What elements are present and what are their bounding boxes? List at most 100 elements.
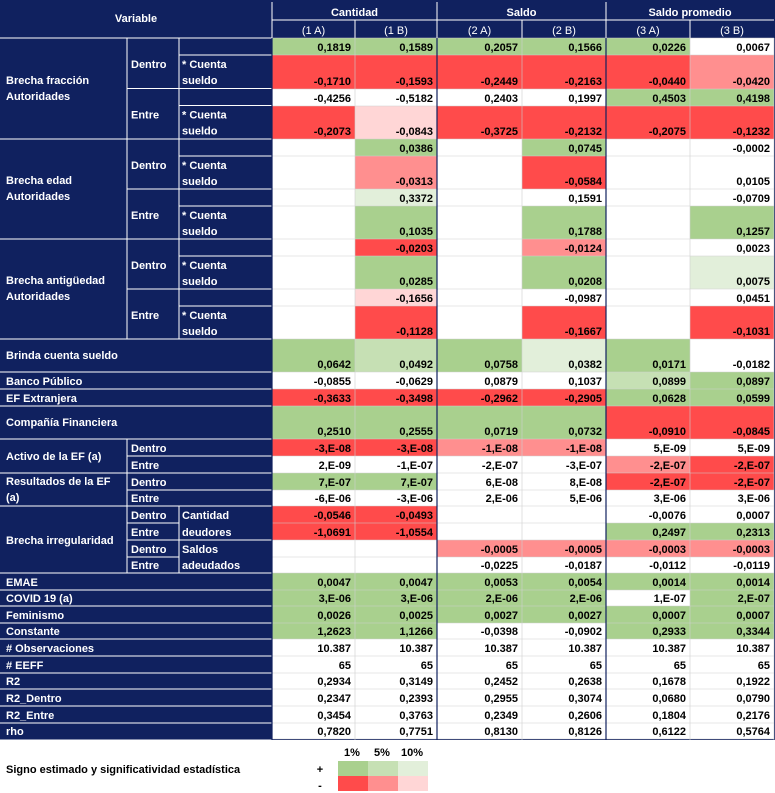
label-cuenta-sueldo: * Cuenta bbox=[182, 260, 228, 272]
data-cell bbox=[690, 456, 774, 473]
data-cell bbox=[272, 389, 355, 406]
data-cell bbox=[522, 506, 606, 523]
data-value: -0,0855 bbox=[314, 376, 351, 388]
data-cell bbox=[272, 523, 355, 540]
data-cell bbox=[522, 473, 606, 490]
data-cell bbox=[690, 606, 774, 623]
data-cell bbox=[272, 590, 355, 606]
header-column: (1 B) bbox=[384, 25, 408, 37]
data-cell bbox=[272, 256, 355, 289]
data-cell bbox=[606, 156, 690, 189]
data-value: -2,E-07 bbox=[482, 460, 518, 472]
data-value: -2,E-07 bbox=[650, 477, 686, 489]
data-value: 7,E-07 bbox=[401, 477, 433, 489]
data-cell bbox=[522, 38, 606, 55]
data-value: -0,0203 bbox=[396, 243, 433, 255]
data-cell bbox=[690, 306, 774, 339]
data-cell bbox=[606, 55, 690, 89]
data-cell bbox=[272, 456, 355, 473]
label-entre: Entre bbox=[131, 110, 159, 122]
data-value: 10.387 bbox=[317, 643, 351, 655]
data-cell bbox=[355, 339, 437, 372]
data-value: -0,0398 bbox=[481, 626, 518, 638]
data-value: 0,1035 bbox=[399, 226, 433, 238]
data-cell bbox=[437, 606, 522, 623]
data-value: 0,0732 bbox=[568, 426, 602, 438]
data-value: 1,2623 bbox=[317, 626, 351, 638]
data-cell bbox=[522, 606, 606, 623]
data-value: -3,E-06 bbox=[397, 493, 433, 505]
data-cell bbox=[355, 473, 437, 490]
data-value: -0,1232 bbox=[733, 126, 770, 138]
data-value: 0,0492 bbox=[399, 359, 433, 371]
data-cell bbox=[690, 139, 774, 156]
data-value: -0,0420 bbox=[733, 76, 770, 88]
legend-level: 1% bbox=[344, 747, 360, 759]
data-cell bbox=[355, 639, 437, 656]
data-cell bbox=[690, 55, 774, 89]
data-cell bbox=[690, 239, 774, 256]
label-dentro: Dentro bbox=[131, 477, 167, 489]
label-cantidad-deudores: Cantidad bbox=[182, 510, 229, 522]
data-value: 0,1589 bbox=[399, 42, 433, 54]
data-cell bbox=[437, 206, 522, 239]
data-value: 5,E-09 bbox=[654, 443, 686, 455]
data-value: 0,0758 bbox=[484, 359, 518, 371]
data-cell bbox=[272, 189, 355, 206]
data-value: 0,1591 bbox=[568, 193, 602, 205]
data-cell bbox=[272, 339, 355, 372]
data-value: -0,3725 bbox=[481, 126, 518, 138]
data-value: 0,8130 bbox=[484, 726, 518, 738]
data-value: 0,2933 bbox=[652, 626, 686, 638]
data-cell bbox=[690, 573, 774, 590]
data-cell bbox=[522, 689, 606, 706]
data-cell bbox=[690, 339, 774, 372]
label-rho: rho bbox=[6, 726, 24, 738]
data-value: -0,0845 bbox=[733, 426, 770, 438]
data-value: 10.387 bbox=[399, 643, 433, 655]
label-cuenta-sueldo: * Cuenta bbox=[182, 160, 228, 172]
header-column: (3 B) bbox=[720, 25, 744, 37]
data-cell bbox=[522, 673, 606, 689]
data-value: -0,1128 bbox=[396, 326, 433, 338]
data-cell bbox=[272, 55, 355, 89]
data-value: -0,0225 bbox=[481, 560, 518, 572]
data-cell bbox=[437, 406, 522, 439]
data-cell bbox=[355, 106, 437, 139]
data-value: 0,2349 bbox=[484, 710, 518, 722]
data-cell bbox=[606, 339, 690, 372]
data-value: -3,E-07 bbox=[566, 460, 602, 472]
data-value: 5,E-09 bbox=[738, 443, 770, 455]
data-cell bbox=[522, 239, 606, 256]
header-group: Saldo bbox=[507, 7, 537, 19]
label-entre: Entre bbox=[131, 310, 159, 322]
data-value: 0,0719 bbox=[484, 426, 518, 438]
label-entre: Entre bbox=[131, 493, 159, 505]
data-value: 0,0007 bbox=[652, 610, 686, 622]
data-cell bbox=[355, 439, 437, 456]
data-cell bbox=[437, 490, 522, 506]
data-value: 0,1804 bbox=[652, 710, 687, 722]
data-cell bbox=[355, 573, 437, 590]
data-value: -0,3633 bbox=[314, 393, 351, 405]
data-value: 0,1819 bbox=[317, 42, 351, 54]
data-cell bbox=[355, 256, 437, 289]
label-r2-entre: R2_Entre bbox=[6, 710, 54, 722]
legend-plus: + bbox=[317, 764, 323, 776]
data-cell bbox=[437, 706, 522, 723]
data-value: 10.387 bbox=[484, 643, 518, 655]
data-value: 0,3763 bbox=[399, 710, 433, 722]
data-value: 0,0790 bbox=[736, 693, 770, 705]
label-cuenta-sueldo: sueldo bbox=[182, 75, 218, 87]
data-value: -3,E-08 bbox=[315, 443, 351, 455]
data-cell bbox=[272, 239, 355, 256]
data-value: 0,4503 bbox=[652, 93, 686, 105]
label-cantidad-deudores: deudores bbox=[182, 527, 232, 539]
label-saldos-adeudados: Saldos bbox=[182, 544, 218, 556]
data-value: 0,2955 bbox=[484, 693, 518, 705]
data-cell bbox=[606, 89, 690, 106]
data-cell bbox=[355, 372, 437, 389]
label-brecha-edad: Brecha edad bbox=[6, 175, 72, 187]
data-value: 0,0897 bbox=[736, 376, 770, 388]
data-cell bbox=[437, 256, 522, 289]
